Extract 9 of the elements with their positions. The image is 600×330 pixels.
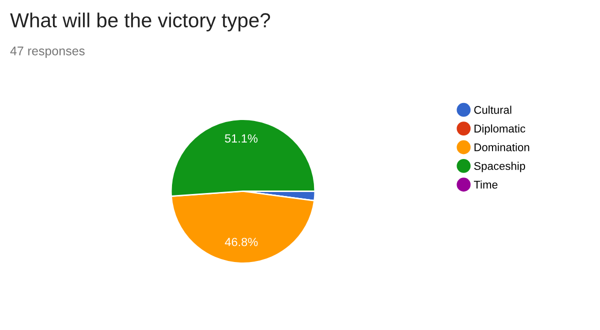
legend-label: Diplomatic [474,124,526,135]
data-label: 46.8% [224,238,258,246]
data-label: 51.1% [224,134,258,143]
legend-label: Spaceship [474,162,526,172]
text: 47 responses [10,46,85,58]
legend-label: Cultural [474,106,512,114]
legend-label: Domination [474,143,530,152]
chart-title: What will be the victory type? [10,12,270,32]
legend-label: Time [474,180,498,189]
